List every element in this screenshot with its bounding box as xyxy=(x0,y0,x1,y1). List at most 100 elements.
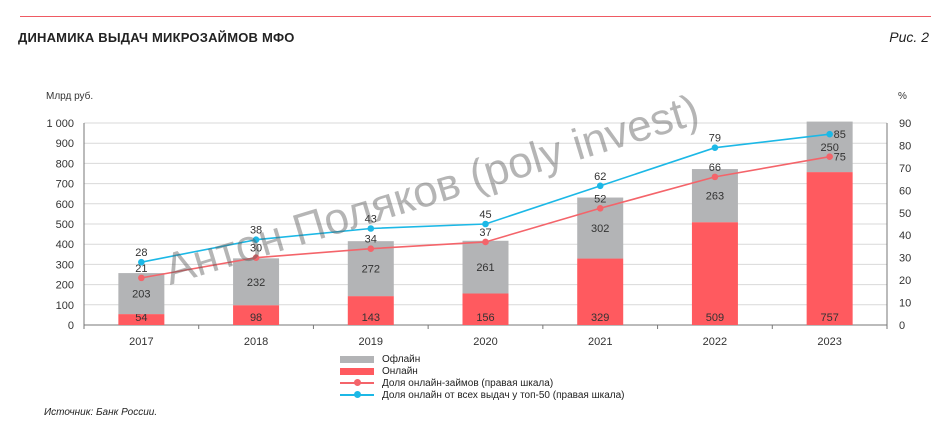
bar-online xyxy=(806,172,853,325)
bar-data-label: 143 xyxy=(362,312,380,324)
bar-data-label: 272 xyxy=(362,264,380,276)
chart-title: ДИНАМИКА ВЫДАЧ МИКРОЗАЙМОВ МФО xyxy=(18,30,295,45)
line-data-label: 38 xyxy=(250,225,262,237)
line-data-label: 37 xyxy=(479,227,491,239)
bar-online xyxy=(347,296,394,325)
left-tick-label: 600 xyxy=(56,199,74,211)
legend-item: Онлайн xyxy=(340,365,625,377)
line-point xyxy=(826,130,833,138)
bar-data-label: 302 xyxy=(591,223,609,235)
right-axis-unit: % xyxy=(898,91,907,102)
left-tick-label: 100 xyxy=(56,300,74,312)
bar-data-label: 54 xyxy=(135,312,147,324)
line-point xyxy=(367,225,375,232)
line-data-label: 52 xyxy=(594,193,606,205)
legend-item: Доля онлайн-займов (правая шкала) xyxy=(340,377,625,389)
right-tick-label: 0 xyxy=(899,320,905,332)
right-tick-label: 80 xyxy=(899,140,911,152)
legend-line-marker xyxy=(340,391,374,398)
line-point xyxy=(367,245,375,252)
bar-data-label: 156 xyxy=(476,312,494,324)
right-tick-label: 40 xyxy=(899,230,911,242)
line-point xyxy=(252,236,260,244)
bar-data-label: 261 xyxy=(476,262,494,274)
bar-offline xyxy=(462,240,509,294)
x-tick-label: 2020 xyxy=(473,336,497,348)
figure-label: Рис. 2 xyxy=(889,29,929,45)
line-data-label: 43 xyxy=(365,213,377,225)
bar-offline xyxy=(806,121,853,173)
line-point xyxy=(138,258,145,266)
x-tick-label: 2023 xyxy=(817,336,841,348)
left-tick-label: 400 xyxy=(56,239,74,251)
legend-item: Доля онлайн от всех выдач у топ-50 (прав… xyxy=(340,389,625,401)
bar-offline xyxy=(233,258,280,306)
right-tick-label: 30 xyxy=(899,253,911,265)
line-data-label: 28 xyxy=(135,247,147,259)
right-tick-label: 60 xyxy=(899,185,911,197)
line-data-label: 75 xyxy=(834,152,846,164)
left-tick-label: 1 000 xyxy=(46,118,74,130)
line-point xyxy=(711,173,719,181)
bar-online xyxy=(577,258,624,325)
left-tick-label: 500 xyxy=(56,219,74,231)
bar-data-label: 757 xyxy=(820,312,838,324)
left-tick-label: 800 xyxy=(56,158,74,170)
bar-data-label: 98 xyxy=(250,312,262,324)
bar-data-label: 509 xyxy=(706,312,724,324)
bar-data-label: 263 xyxy=(706,191,724,203)
line-data-label: 45 xyxy=(479,209,491,221)
bar-data-label: 329 xyxy=(591,312,609,324)
left-axis-unit: Млрд руб. xyxy=(46,91,94,102)
legend-swatch xyxy=(340,367,374,375)
left-tick-label: 200 xyxy=(56,280,74,292)
right-tick-label: 50 xyxy=(899,208,911,220)
legend-line-marker xyxy=(340,379,374,386)
line-data-label: 34 xyxy=(365,234,377,246)
right-tick-label: 10 xyxy=(899,298,911,310)
line-point xyxy=(138,274,145,282)
line-data-label: 21 xyxy=(135,263,147,275)
top-rule xyxy=(20,16,931,17)
line-point xyxy=(482,220,489,228)
right-tick-label: 90 xyxy=(899,118,911,130)
bar-online xyxy=(233,305,280,325)
legend-label: Доля онлайн от всех выдач у топ-50 (прав… xyxy=(382,389,625,401)
source-note: Источник: Банк России. xyxy=(44,407,158,418)
line-point xyxy=(596,182,604,190)
line-point xyxy=(826,153,833,160)
legend-item: Офлайн xyxy=(340,353,625,365)
line-data-label: 79 xyxy=(709,133,721,145)
line-point xyxy=(252,254,260,261)
line-data-label: 62 xyxy=(594,171,606,183)
x-tick-label: 2021 xyxy=(588,336,612,348)
line-data-label: 30 xyxy=(250,243,262,255)
legend-label: Офлайн xyxy=(382,353,421,365)
x-tick-label: 2017 xyxy=(129,336,153,348)
left-tick-label: 300 xyxy=(56,259,74,271)
right-tick-label: 20 xyxy=(899,275,911,287)
right-tick-label: 70 xyxy=(899,163,911,175)
bar-data-label: 250 xyxy=(820,142,838,154)
line-point xyxy=(711,144,719,151)
left-tick-label: 900 xyxy=(56,138,74,150)
left-tick-label: 0 xyxy=(68,320,74,332)
legend-swatch xyxy=(340,355,374,363)
legend: Офлайн Онлайн Доля онлайн-займов (правая ш… xyxy=(340,353,625,401)
line-point xyxy=(482,238,489,246)
bar-online xyxy=(118,314,165,325)
line-data-label: 85 xyxy=(834,129,846,141)
bar-online xyxy=(691,222,738,325)
legend-label: Доля онлайн-займов (правая шкала) xyxy=(382,377,554,389)
bar-data-label: 232 xyxy=(247,277,265,289)
x-tick-label: 2019 xyxy=(359,336,383,348)
line-data-label: 66 xyxy=(709,162,721,174)
x-tick-label: 2018 xyxy=(244,336,268,348)
bar-online xyxy=(462,293,509,325)
line-point xyxy=(596,204,604,212)
x-tick-label: 2022 xyxy=(703,336,727,348)
left-tick-label: 700 xyxy=(56,179,74,191)
legend-label: Онлайн xyxy=(382,365,418,377)
